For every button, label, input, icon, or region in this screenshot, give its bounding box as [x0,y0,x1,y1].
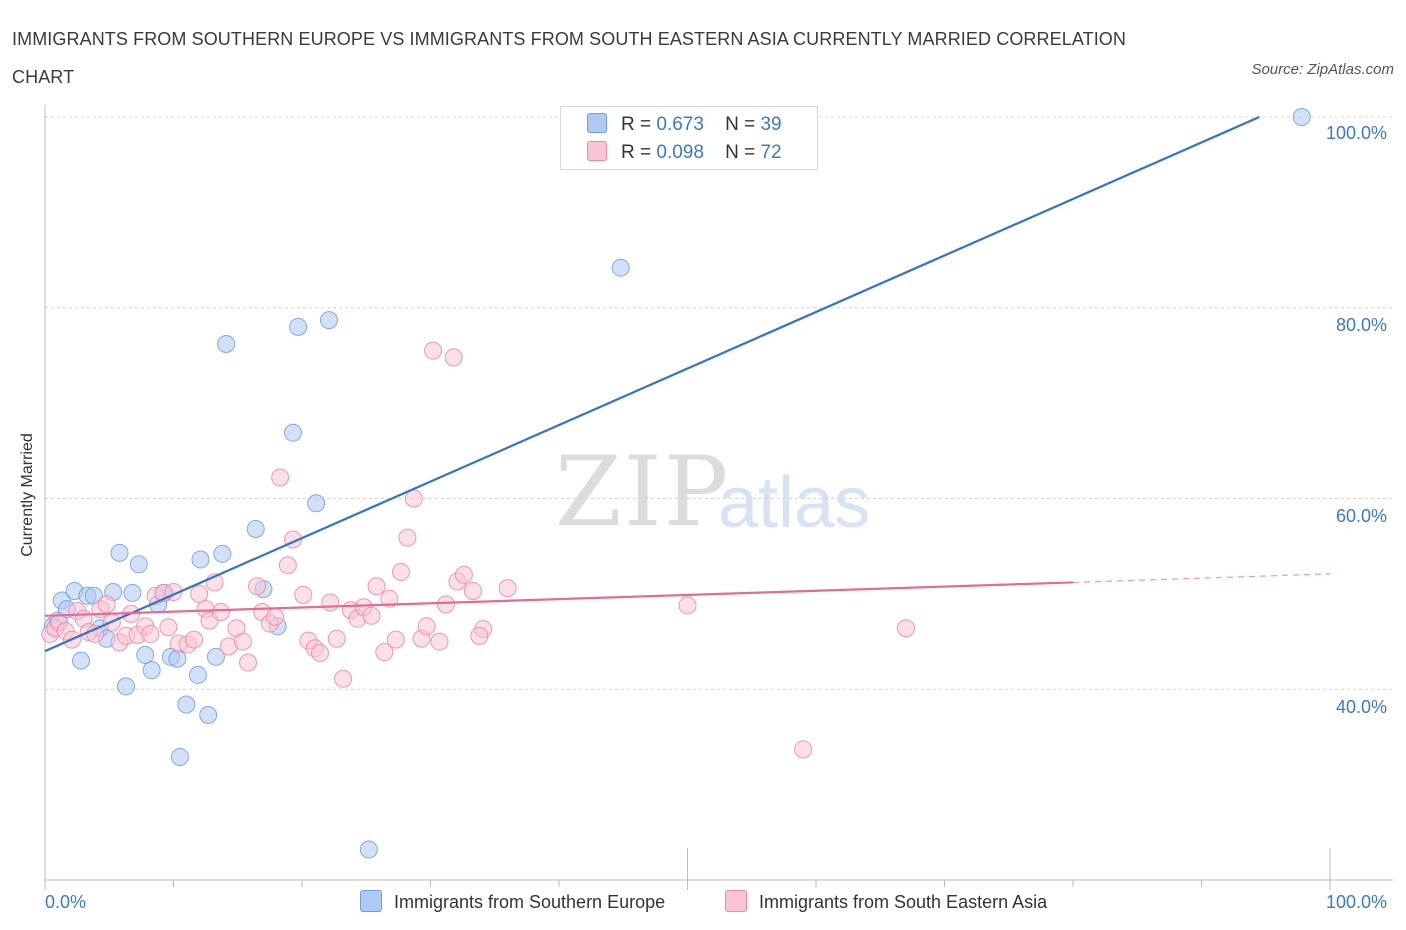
point-series1-44 [310,644,329,663]
point-series1-34 [248,577,267,596]
y-tick-label-80: 80.0% [1336,315,1388,335]
n-label: N = [725,142,756,163]
x-tick-label-min: 0.0% [45,892,87,912]
point-series1-62 [430,632,449,651]
point-series0-11 [110,543,129,562]
legend-label-southern-europe: Immigrants from Southern Europe [394,892,666,912]
point-series0-37 [611,258,630,277]
point-series0-5 [71,651,90,670]
point-series0-27 [217,334,236,353]
point-series1-70 [678,596,697,615]
point-series0-35 [359,840,378,859]
stats-legend-row-south-eastern-asia: R = 0.098 N = 72 [587,141,782,165]
stats-legend: R = 0.673 N = 39 R = 0.098 N = 72 [560,106,818,170]
y-tick-label-40: 40.0% [1336,697,1388,717]
point-series1-25 [190,584,209,603]
point-series0-31 [284,423,303,442]
point-series0-32 [289,317,308,336]
point-series1-66 [454,565,473,584]
point-series1-55 [386,630,405,649]
bottom-legend-south-eastern-asia: Immigrants from South Eastern Asia [725,890,1047,913]
x-tick-label-max: 100.0% [1326,892,1388,912]
point-series1-47 [334,669,353,688]
point-series1-64 [444,348,463,367]
point-series1-54 [380,589,399,608]
point-series0-15 [136,645,155,664]
point-series1-39 [278,556,297,575]
point-series0-16 [142,661,161,680]
point-series1-37 [266,607,285,626]
point-series1-57 [398,528,417,547]
point-series0-23 [191,550,210,569]
point-series1-46 [327,629,346,648]
point-series1-51 [362,606,381,625]
point-series0-33 [307,494,326,513]
point-series1-60 [417,617,436,636]
point-series0-34 [319,311,338,330]
y-tick-label-100: 100.0% [1326,123,1388,143]
r-value: 0.098 [656,142,704,163]
point-series1-24 [185,630,204,649]
point-series0-14 [129,555,148,574]
point-series1-72 [794,740,813,759]
bottom-legend-southern-europe: Immigrants from Southern Europe [360,890,665,913]
point-series0-12 [116,677,135,696]
source-note: Source: ZipAtlas.com [1251,61,1394,78]
point-series1-61 [424,341,443,360]
r-value: 0.673 [656,114,704,135]
point-series1-71 [896,619,915,638]
legend-swatch-south-eastern-asia [725,890,747,912]
point-series1-33 [239,653,258,672]
point-series0-13 [123,583,142,602]
point-series1-29 [212,602,231,621]
stats-legend-row-southern-europe: R = 0.673 N = 39 [587,113,782,137]
point-series1-67 [463,582,482,601]
point-series1-38 [271,468,290,487]
trend-line-series1 [44,581,1074,617]
point-series1-41 [294,585,313,604]
point-series0-21 [177,695,196,714]
point-series0-24 [199,706,218,725]
point-series0-20 [168,649,187,668]
trend-extension-series1 [1072,573,1331,584]
point-series0-36 [170,747,189,766]
n-value: 39 [760,114,782,135]
point-series1-69 [498,579,517,598]
point-series1-20 [159,618,178,637]
point-series0-28 [246,520,265,539]
point-series1-53 [375,643,394,662]
chart-title: IMMIGRANTS FROM SOUTHERN EUROPE VS IMMIG… [12,29,1126,87]
n-label: N = [725,114,756,135]
watermark-atlas: atlas [718,463,870,543]
trend-line-series0 [44,115,1260,653]
r-label: R = [621,142,652,163]
point-series1-32 [233,632,252,651]
r-label: R = [621,114,652,135]
legend-label-south-eastern-asia: Immigrants from South Eastern Asia [759,892,1048,912]
point-series0-22 [188,665,207,684]
point-series1-52 [367,577,386,596]
point-series1-10 [97,595,116,614]
point-series0-26 [213,544,232,563]
point-series1-73 [470,626,489,645]
n-value: 72 [760,142,782,163]
swatch-southern-europe [587,113,607,133]
point-series0-38 [1292,108,1311,126]
point-series1-63 [436,595,455,614]
point-series0-25 [206,647,225,666]
y-tick-label-60: 60.0% [1336,506,1388,526]
watermark-zip: ZIP [555,436,730,548]
point-series1-45 [321,593,340,612]
point-series1-17 [141,624,160,643]
legend-swatch-southern-europe [360,890,382,912]
swatch-south-eastern-asia [587,141,607,161]
point-series1-56 [391,562,410,581]
